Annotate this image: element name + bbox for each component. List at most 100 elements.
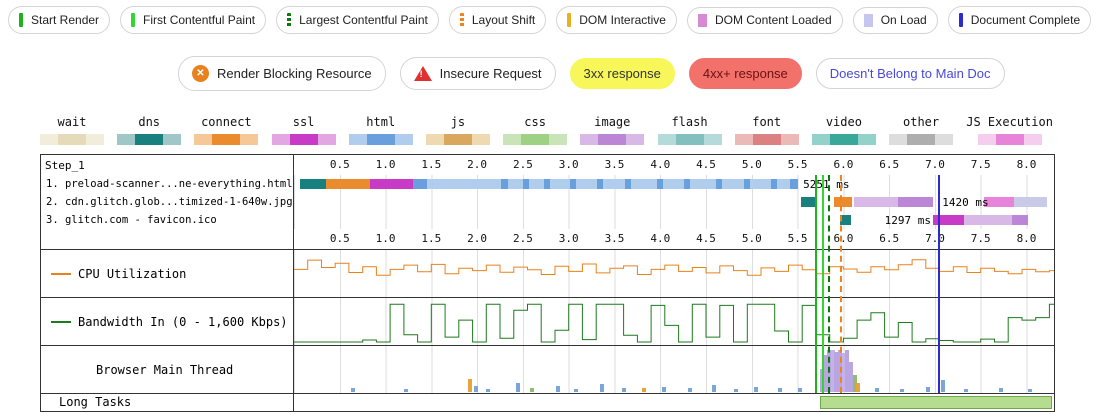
legend-dom-content-loaded: DOM Content Loaded <box>686 6 843 34</box>
main-thread-activity-bar <box>856 383 861 392</box>
insecure-request-icon: ! <box>413 66 432 81</box>
time-tick: 0.5 <box>329 232 350 245</box>
legend-label: DOM Interactive <box>579 13 666 27</box>
resource-type-label: html <box>366 115 396 129</box>
resource-type-swatch <box>889 134 954 145</box>
request-duration-label: 1297 ms <box>884 214 931 227</box>
main-thread-activity-bar <box>642 388 646 392</box>
legend-layout-shift: Layout Shift <box>448 6 547 34</box>
main-thread-activity-bar <box>753 387 758 392</box>
image_chunk-segment[interactable] <box>1011 215 1029 225</box>
time-tick: 3.0 <box>558 232 579 245</box>
html_chunk-segment[interactable] <box>413 179 427 189</box>
cpu-row-label: CPU Utilization <box>41 249 293 297</box>
html_chunk-segment[interactable] <box>771 179 778 189</box>
html_chunk-segment[interactable] <box>544 179 551 189</box>
image-segment[interactable] <box>854 197 934 207</box>
legend-largest-contentful-paint: Largest Contentful Paint <box>276 6 439 34</box>
html_chunk-segment[interactable] <box>569 179 576 189</box>
legend-label: DOM Content Loaded <box>714 13 832 27</box>
image_chunk-segment[interactable] <box>898 197 934 207</box>
time-tick: 3.5 <box>604 232 625 245</box>
html-segment[interactable] <box>413 179 798 189</box>
time-tick: 1.5 <box>421 158 442 171</box>
image-segment[interactable] <box>964 215 1029 225</box>
cpu-label: CPU Utilization <box>78 266 187 281</box>
resource-type-swatch <box>194 134 259 145</box>
legend-label: Layout Shift <box>471 13 536 27</box>
other-segment[interactable] <box>1013 197 1047 207</box>
largest-contentful-paint-marker-icon <box>287 13 292 27</box>
resource-type-swatch <box>348 134 413 145</box>
cpu-line-sample <box>51 272 71 275</box>
ssl-segment[interactable] <box>370 179 413 189</box>
resource-type-other: other <box>889 115 954 145</box>
main-thread-activity-bar <box>845 350 850 392</box>
resource-type-css: css <box>503 115 568 145</box>
connect-segment[interactable] <box>326 179 370 189</box>
html_chunk-segment[interactable] <box>522 179 530 189</box>
legend-document-complete: Document Complete <box>947 6 1092 34</box>
legend-label: First Contentful Paint <box>143 13 256 27</box>
main-thread-activity-bar <box>733 389 738 392</box>
html_chunk-segment[interactable] <box>624 179 631 189</box>
time-tick: 3.5 <box>604 158 625 171</box>
html_chunk-segment[interactable] <box>743 179 750 189</box>
main-thread-activity-bar <box>841 353 846 392</box>
request-name[interactable]: 1. preload-scanner...ne-everything.html <box>46 178 293 190</box>
legend-label: Insecure Request <box>439 66 542 81</box>
dns-segment[interactable] <box>839 215 851 225</box>
time-tick: 1.0 <box>375 232 396 245</box>
main-thread-activity-bar <box>473 386 478 392</box>
bandwidth-row-label: Bandwidth In (0 - 1,600 Kbps) <box>41 297 293 345</box>
time-tick: 4.5 <box>696 158 716 171</box>
html_chunk-segment[interactable] <box>656 179 663 189</box>
html_chunk-segment[interactable] <box>597 179 604 189</box>
main-thread-activity-bar <box>687 388 692 392</box>
time-tick: 2.0 <box>467 158 488 171</box>
request-name[interactable]: 2. cdn.glitch.glob...timized-1-640w.jpg <box>46 196 293 208</box>
resource-type-swatch <box>425 134 490 145</box>
request-waterfall: 5251 ms 1420 ms 1297 ms <box>294 175 1054 229</box>
ssl-segment[interactable] <box>933 215 965 225</box>
connect-segment[interactable] <box>834 197 853 207</box>
legend-label: 3xx response <box>583 66 661 81</box>
resource-type-label: wait <box>57 115 87 129</box>
time-tick: 0.5 <box>329 158 350 171</box>
time-axis-bottom: 0.5 1.0 1.5 2.0 2.5 3.0 3.5 4.0 4.5 5.0 5.5 6.0 6.5 7… <box>294 229 1054 249</box>
resource-type-video: video <box>811 115 876 145</box>
time-axis-top: 0.5 1.0 1.5 2.0 2.5 3.0 3.5 4.0 4.5 5.0 5.5 6.0 6.5 7… <box>294 155 1054 175</box>
legend-doesn-t-belong-to-main-doc: Doesn't Belong to Main Doc <box>815 58 1005 89</box>
html_chunk-segment[interactable] <box>684 179 691 189</box>
dns-segment[interactable] <box>300 179 326 189</box>
html_chunk-segment[interactable] <box>716 179 723 189</box>
request-list: Step_1 1. preload-scanner...ne-everythin… <box>41 155 293 229</box>
axis-spacer <box>41 229 293 249</box>
time-tick: 5.0 <box>741 232 762 245</box>
main-thread-activity-bar <box>819 369 824 392</box>
cpu-utilization-chart <box>294 249 1054 297</box>
resource-type-swatch <box>503 134 568 145</box>
waterfall-chart-column: 0.5 1.0 1.5 2.0 2.5 3.0 3.5 4.0 4.5 5.0 5.5 6.0 6.5 7… <box>294 155 1054 411</box>
bandwidth-chart <box>294 297 1054 345</box>
main-thread-activity-bar <box>555 386 560 392</box>
main-thread-label: Browser Main Thread <box>96 362 234 377</box>
webpagetest-waterfall-view: Start Render First Contentful Paint Larges… <box>0 6 1098 414</box>
render-blocking-icon: ✕ <box>192 65 209 82</box>
main-thread-activity-bar <box>999 388 1004 392</box>
html_chunk-segment[interactable] <box>790 179 798 189</box>
resource-type-swatch <box>117 134 182 145</box>
js_exec-segment[interactable] <box>984 197 1014 207</box>
resource-type-label: other <box>903 115 940 129</box>
request-name[interactable]: 3. glitch.com - favicon.ico <box>46 214 217 226</box>
resource-type-label: css <box>524 115 546 129</box>
document-complete-marker-icon <box>958 13 963 27</box>
time-tick: 7.0 <box>925 232 945 245</box>
waterfall-label-column: Step_1 1. preload-scanner...ne-everythin… <box>41 155 294 411</box>
html_chunk-segment[interactable] <box>500 179 509 189</box>
resource-type-swatch <box>811 134 876 145</box>
step-label: Step_1 <box>45 159 85 172</box>
request-duration-label: 5251 ms <box>803 178 850 191</box>
dns-segment[interactable] <box>801 197 816 207</box>
waterfall-table: Step_1 1. preload-scanner...ne-everythin… <box>40 154 1055 412</box>
